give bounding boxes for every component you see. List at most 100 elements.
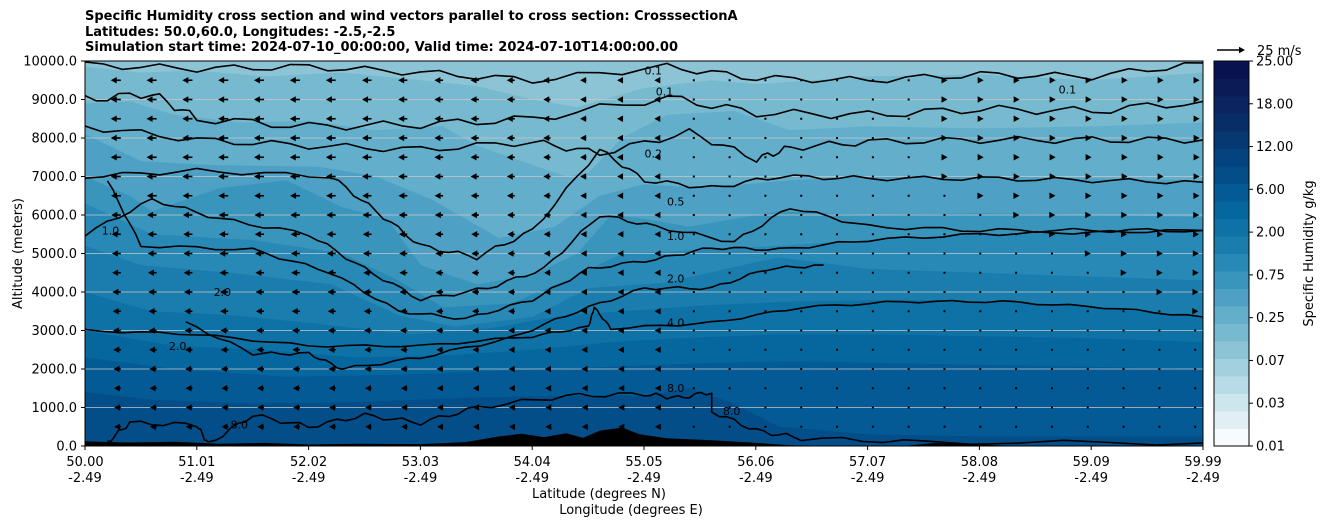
- wind-arrow-167: [362, 134, 372, 142]
- wind-arrow-351: [728, 252, 731, 255]
- wind-arrow-303: [617, 77, 624, 84]
- wind-arrow-310: [654, 308, 661, 315]
- wind-arrow-30: [111, 211, 121, 219]
- x-tick-lon: -2.49: [68, 471, 102, 486]
- wind-arrow-302: [617, 96, 624, 103]
- wind-arrow-534: [1086, 387, 1089, 390]
- wind-arrow-436: [871, 79, 874, 82]
- wind-arrow-118: [292, 346, 300, 353]
- wind-arrow-320: [654, 115, 661, 122]
- wind-arrow-464: [943, 271, 946, 274]
- wind-arrow-130: [289, 115, 300, 122]
- wind-arrow-461: [943, 329, 946, 332]
- colorbar-segment-5: [1214, 341, 1249, 359]
- wind-arrow-361: [764, 425, 767, 428]
- wind-arrow-125: [290, 211, 300, 219]
- wind-arrow-304: [654, 423, 661, 430]
- wind-arrow-402: [836, 368, 839, 370]
- wind-arrow-283: [580, 96, 587, 103]
- y-tick-label: 0.0: [56, 440, 77, 455]
- wind-arrow-47: [147, 250, 157, 257]
- wind-arrow-195: [436, 327, 444, 334]
- wind-arrow-200: [435, 231, 444, 238]
- wind-arrow-379: [764, 79, 767, 82]
- wind-arrow-102: [255, 288, 265, 296]
- wind-arrow-393: [800, 175, 803, 178]
- title-line-3: Simulation start time: 2024-07-10_00:00:…: [85, 40, 678, 55]
- humidity-band-10: [85, 388, 1203, 446]
- wind-arrow-547: [1085, 134, 1092, 142]
- wind-arrow-156: [364, 346, 372, 353]
- x-tick-lon: -2.49: [1074, 471, 1108, 486]
- wind-arrow-208: [434, 77, 444, 84]
- wind-arrow-159: [363, 288, 372, 296]
- wind-arrow-230: [508, 385, 515, 392]
- wind-arrow-59: [185, 385, 193, 392]
- wind-arrow-587: [1157, 96, 1164, 103]
- colorbar-segment-7: [1214, 306, 1249, 324]
- wind-arrow-479: [979, 348, 982, 351]
- wind-arrow-177: [399, 308, 408, 315]
- wind-arrow-240: [506, 192, 515, 199]
- wind-arrow-210: [473, 404, 480, 411]
- x-tick-lon: -2.49: [404, 471, 438, 486]
- wind-key-label: 25 m/s: [1257, 44, 1302, 59]
- wind-arrow-602: [1193, 173, 1200, 180]
- wind-arrow-33: [110, 154, 121, 161]
- wind-arrow-328: [692, 329, 695, 332]
- wind-arrow-160: [363, 269, 372, 276]
- x-tick-lon: -2.49: [851, 471, 885, 486]
- contour-0_1-1: [85, 92, 1203, 131]
- wind-arrow-158: [363, 308, 372, 315]
- wind-arrow-173: [400, 385, 408, 392]
- wind-arrow-288: [618, 365, 625, 373]
- wind-arrow-67: [183, 231, 193, 238]
- colorbar-segment-19: [1214, 96, 1249, 114]
- wind-arrow-78: [221, 385, 229, 392]
- wind-arrow-426: [871, 271, 874, 274]
- wind-arrow-568: [1121, 96, 1128, 103]
- wind-arrow-224: [470, 134, 479, 142]
- wind-arrow-528: [1049, 134, 1056, 142]
- wind-arrow-582: [1157, 192, 1164, 199]
- wind-arrow-129: [289, 134, 300, 142]
- wind-arrow-416: [836, 98, 839, 101]
- wind-arrow-165: [362, 173, 372, 180]
- wind-arrow-123: [290, 250, 300, 257]
- wind-arrow-171: [401, 423, 408, 430]
- wind-arrow-300: [617, 134, 624, 142]
- wind-arrow-58: [185, 404, 193, 411]
- wind-arrow-186: [398, 134, 408, 142]
- wind-arrow-101: [255, 308, 265, 315]
- wind-arrow-316: [654, 192, 661, 199]
- wind-arrow-261: [543, 154, 551, 161]
- x-tick-lon: -2.49: [963, 471, 997, 486]
- colorbar-segment-9: [1214, 271, 1249, 289]
- wind-arrow-386: [800, 310, 803, 313]
- wind-arrow-73: [182, 115, 193, 122]
- wind-arrow-485: [979, 233, 982, 236]
- x-axis-label-lat: Latitude (degrees N): [532, 487, 666, 502]
- wind-arrow-397: [800, 98, 803, 101]
- wind-arrow-209: [473, 423, 480, 430]
- wind-arrow-56: [146, 77, 157, 84]
- wind-arrow-409: [836, 233, 839, 236]
- wind-arrow-172: [401, 404, 408, 411]
- wind-arrow-591: [1194, 387, 1197, 390]
- wind-arrow-107: [254, 192, 265, 199]
- contour-0_5-4: [85, 197, 1203, 302]
- wind-arrow-206: [434, 115, 444, 122]
- wind-arrow-249: [545, 385, 552, 392]
- wind-arrow-546: [1085, 154, 1092, 161]
- wind-arrow-425: [871, 291, 874, 293]
- wind-arrow-179: [399, 269, 408, 276]
- wind-arrow-201: [434, 211, 444, 219]
- contour-4_0-7: [85, 299, 1203, 348]
- wind-arrow-134: [329, 404, 336, 411]
- wind-arrow-91: [218, 134, 229, 142]
- wind-arrow-390: [800, 233, 803, 236]
- wind-arrow-294: [617, 250, 624, 257]
- wind-arrow-290: [617, 327, 624, 334]
- wind-arrow-72: [182, 134, 193, 142]
- contour-label-12: 8.0: [723, 405, 741, 418]
